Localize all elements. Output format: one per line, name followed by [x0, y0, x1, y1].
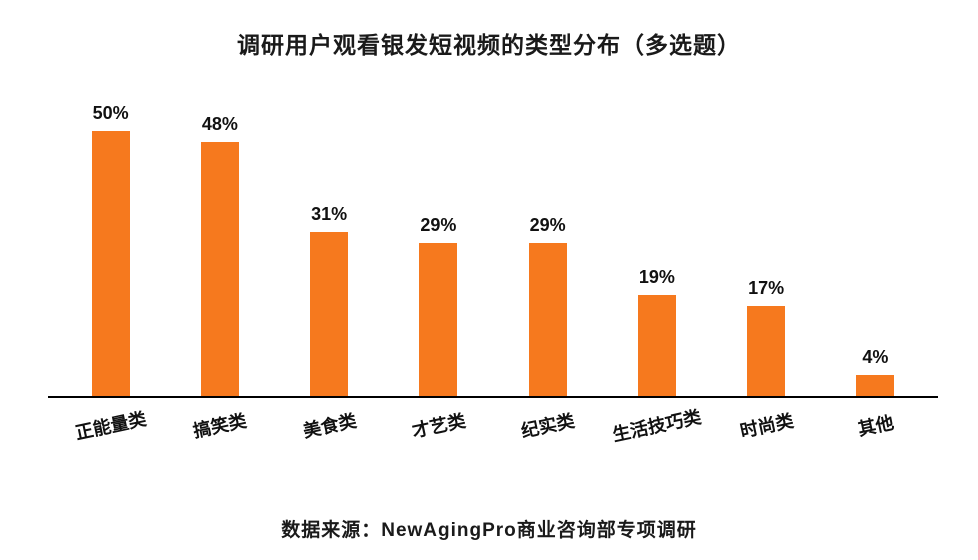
x-axis-labels: 正能量类 搞笑类 美食类 才艺类 纪实类 生活技巧类 时尚类 其他: [48, 398, 938, 445]
bar-value-label: 48%: [201, 114, 238, 134]
bar-column: 31%: [275, 204, 384, 396]
bar-column: 48%: [165, 114, 274, 396]
x-axis-line: [48, 396, 938, 398]
bar-value-label: 50%: [92, 103, 129, 123]
source-caption: 数据来源：NewAgingPro商业咨询部专项调研: [281, 520, 697, 541]
x-axis-label: 正能量类: [73, 408, 149, 444]
bar-column: 17%: [712, 278, 821, 396]
bar-value-label: 29%: [420, 215, 457, 235]
x-axis-label: 搞笑类: [191, 410, 249, 442]
bar: [856, 375, 895, 396]
bar-column: 50%: [56, 103, 165, 396]
bar: [637, 295, 676, 396]
bar-value-label: 29%: [529, 215, 566, 235]
bar: [747, 306, 786, 396]
bar-column: 29%: [384, 215, 493, 396]
x-axis-label: 才艺类: [410, 410, 468, 442]
chart-title: 调研用户观看银发短视频的类型分布（多选题）: [237, 32, 741, 58]
bar: [310, 232, 349, 396]
x-axis-label: 纪实类: [519, 410, 577, 442]
plot-area: 50% 48% 31% 29% 29% 19% 17% 4% 正能量类 搞笑类 美食类 才艺类 纪实类…: [48, 100, 938, 445]
bar: [91, 131, 130, 396]
bar-value-label: 19%: [638, 267, 675, 287]
x-axis-label: 生活技巧类: [610, 406, 704, 446]
x-axis-label: 美食类: [300, 410, 358, 442]
bar: [419, 243, 458, 396]
bar-value-label: 31%: [311, 204, 348, 224]
bar-column: 29%: [493, 215, 602, 396]
bar-column: 4%: [821, 347, 930, 396]
bars-area: 50% 48% 31% 29% 29% 19% 17% 4%: [48, 100, 938, 396]
bar: [528, 243, 567, 396]
bar-value-label: 17%: [748, 278, 785, 298]
x-axis-label: 时尚类: [737, 410, 795, 442]
bar-column: 19%: [602, 267, 711, 396]
bar: [200, 142, 239, 396]
bar-value-label: 4%: [862, 347, 889, 367]
x-axis-label: 其他: [855, 412, 896, 440]
